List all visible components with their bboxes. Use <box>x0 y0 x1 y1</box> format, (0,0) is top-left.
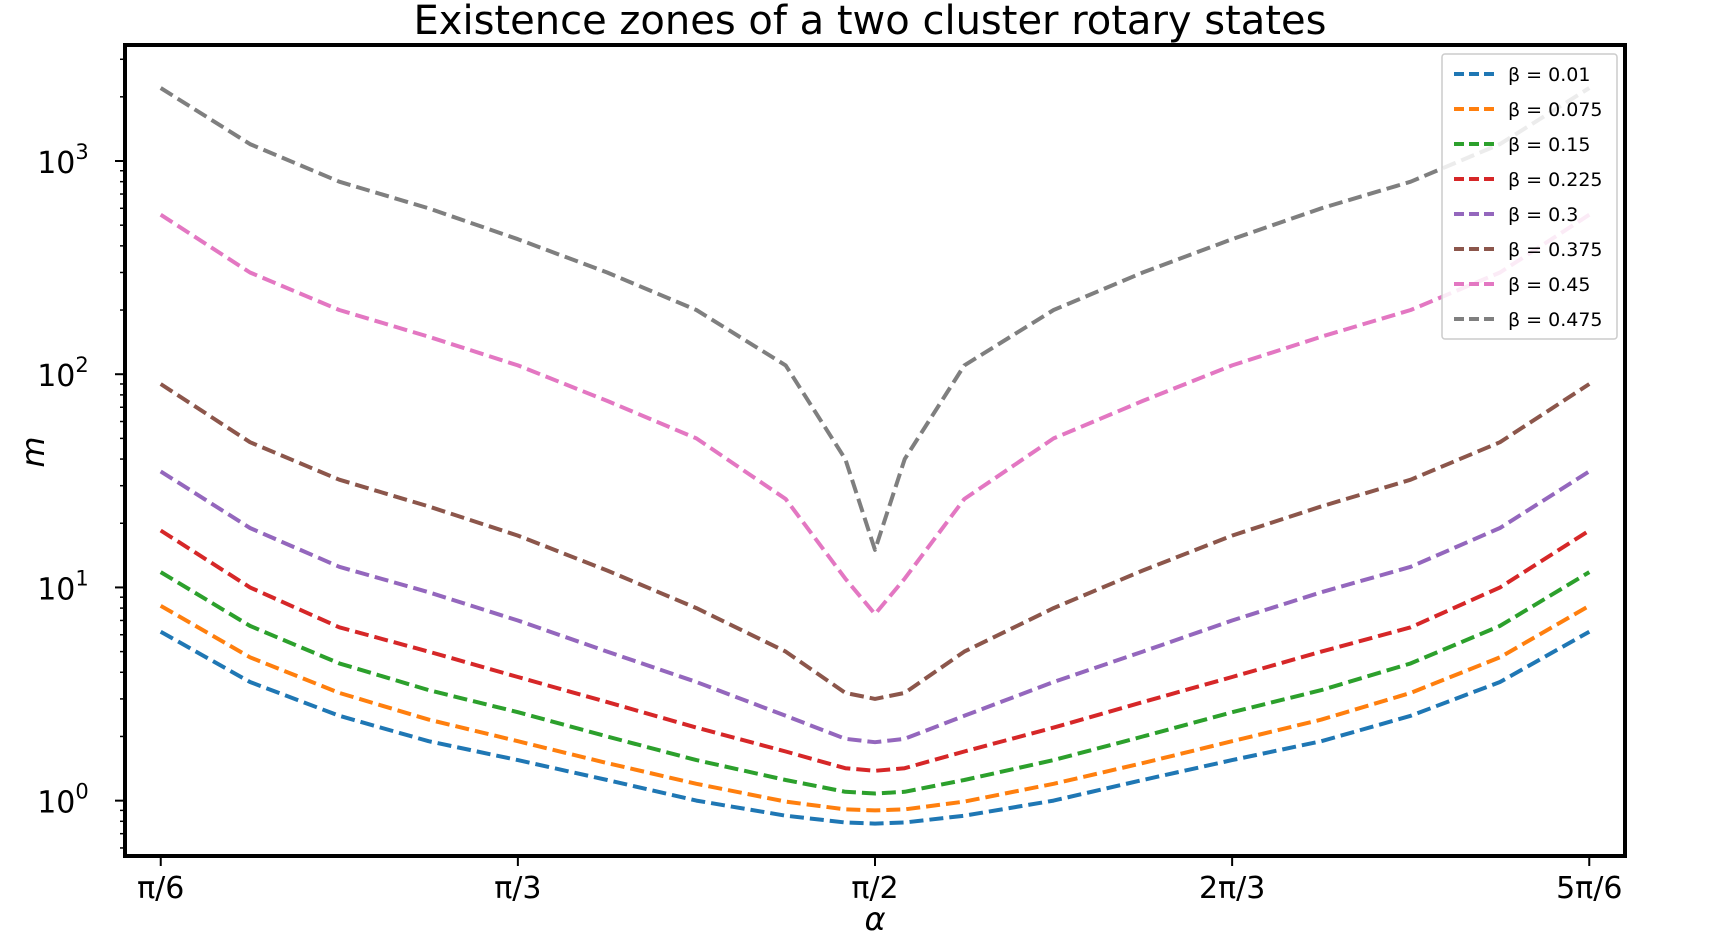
legend: β = 0.01 β = 0.075 β = 0.15 β = 0.225 β = 0.… <box>1441 53 1618 340</box>
series-line-6 <box>159 213 1591 617</box>
series-line-2 <box>159 570 1591 796</box>
legend-label-2: β = 0.15 <box>1508 134 1590 156</box>
series-line-3 <box>159 528 1591 773</box>
y-tick-label-3: 103 <box>37 140 89 181</box>
y-tick-label-1: 101 <box>37 566 89 607</box>
y-tick-label-2: 102 <box>37 353 89 394</box>
x-tick-label-1: π/3 <box>494 871 541 906</box>
series-line-0 <box>159 629 1591 826</box>
plot-lines <box>159 86 1591 826</box>
series-line-7 <box>159 86 1591 552</box>
legend-items: β = 0.01 β = 0.075 β = 0.15 β = 0.225 β = 0.… <box>1454 64 1603 331</box>
legend-label-4: β = 0.3 <box>1508 204 1578 226</box>
legend-label-7: β = 0.475 <box>1508 309 1603 331</box>
y-tick-exponent-2: 2 <box>75 353 88 377</box>
x-axis-ticks: π/6 π/3 π/2 2π/3 5π/6 <box>137 856 1622 906</box>
legend-label-5: β = 0.375 <box>1508 239 1603 261</box>
x-tick-label-2: π/2 <box>851 871 898 906</box>
y-tick-exponent-1: 1 <box>75 566 88 590</box>
legend-label-1: β = 0.075 <box>1508 99 1603 121</box>
series-line-4 <box>159 469 1591 745</box>
chart-title: Existence zones of a two cluster rotary … <box>414 0 1327 44</box>
y-tick-exponent-0: 0 <box>75 780 88 804</box>
y-tick-exponent-3: 3 <box>75 140 88 164</box>
series-line-1 <box>159 604 1591 813</box>
legend-label-0: β = 0.01 <box>1508 64 1590 86</box>
series-line-5 <box>159 382 1591 701</box>
y-tick-label-0: 100 <box>37 780 89 821</box>
x-tick-label-4: 5π/6 <box>1556 871 1622 906</box>
y-axis-label: m <box>14 436 52 467</box>
x-axis-label: α <box>864 900 885 938</box>
legend-box <box>1441 53 1618 340</box>
x-tick-label-0: π/6 <box>137 871 184 906</box>
x-tick-label-3: 2π/3 <box>1199 871 1265 906</box>
legend-label-6: β = 0.45 <box>1508 274 1590 296</box>
plot-frame <box>123 43 1627 858</box>
legend-label-3: β = 0.225 <box>1508 169 1603 191</box>
